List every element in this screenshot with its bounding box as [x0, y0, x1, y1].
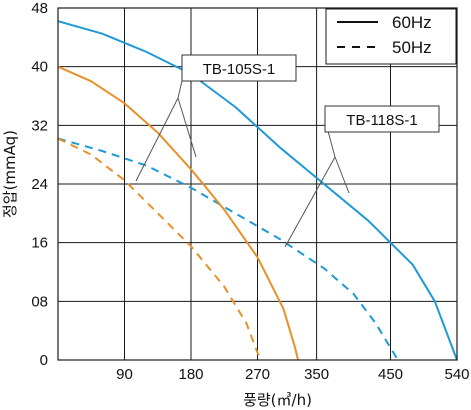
legend-label-60hz: 60Hz	[392, 13, 432, 32]
x-tick-label: 270	[245, 366, 270, 383]
callout-label: TB-105S-1	[203, 61, 276, 78]
y-axis-title: 정압(mmAq)	[1, 130, 19, 218]
legend-frame	[325, 8, 457, 65]
callout-label: TB-118S-1	[346, 112, 417, 129]
x-tick-label: 540	[444, 366, 469, 383]
series-line-tb-118s-1-50hz	[57, 137, 399, 361]
x-tick-label: 180	[178, 366, 203, 383]
series-line-tb-105s-1-50hz	[57, 137, 263, 361]
callout-box	[324, 105, 440, 133]
callout-leader-line	[284, 156, 336, 248]
callout-box	[181, 54, 297, 82]
series-line-tb-105s-1-60hz	[57, 65, 300, 361]
callout-leader-line	[177, 97, 197, 158]
callout-tb-118s-1: TB-118S-1	[284, 105, 440, 248]
series-lines	[57, 20, 458, 361]
y-tick-label: 08	[31, 293, 48, 310]
annotations: TB-105S-1 TB-118S-1	[135, 54, 440, 248]
plot-frame	[57, 7, 458, 361]
y-tick-label: 40	[31, 59, 48, 76]
legend: 60Hz 50Hz	[325, 8, 457, 65]
y-tick-label: 16	[31, 235, 48, 252]
x-tick-label: 450	[378, 366, 403, 383]
legend-label-50hz: 50Hz	[392, 38, 432, 57]
y-tick-label: 24	[31, 176, 48, 193]
series-line-tb-118s-1-60hz	[57, 20, 458, 361]
callout-leader-line	[177, 80, 183, 99]
x-axis-title: 풍량(㎥/h)	[243, 391, 312, 409]
legend-box: 60Hz 50Hz	[325, 8, 457, 65]
y-tick-label: 48	[31, 0, 48, 17]
callout-leader-line	[334, 156, 350, 194]
y-tick-label: 0	[40, 352, 48, 369]
y-tick-label: 32	[31, 117, 48, 134]
x-tick-label: 90	[116, 366, 133, 383]
callout-tb-105s-1: TB-105S-1	[135, 54, 297, 182]
x-tick-label: 350	[304, 366, 329, 383]
callout-leader-line	[135, 97, 179, 182]
